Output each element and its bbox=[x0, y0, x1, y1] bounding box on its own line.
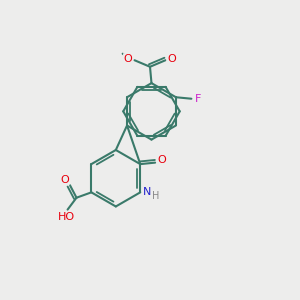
Text: O: O bbox=[124, 54, 132, 64]
Text: O: O bbox=[157, 155, 166, 165]
Text: F: F bbox=[195, 94, 201, 104]
Text: N: N bbox=[142, 188, 151, 197]
Text: HO: HO bbox=[58, 212, 75, 222]
Text: O: O bbox=[167, 54, 176, 64]
Text: O: O bbox=[60, 175, 69, 185]
Text: H: H bbox=[152, 191, 159, 201]
